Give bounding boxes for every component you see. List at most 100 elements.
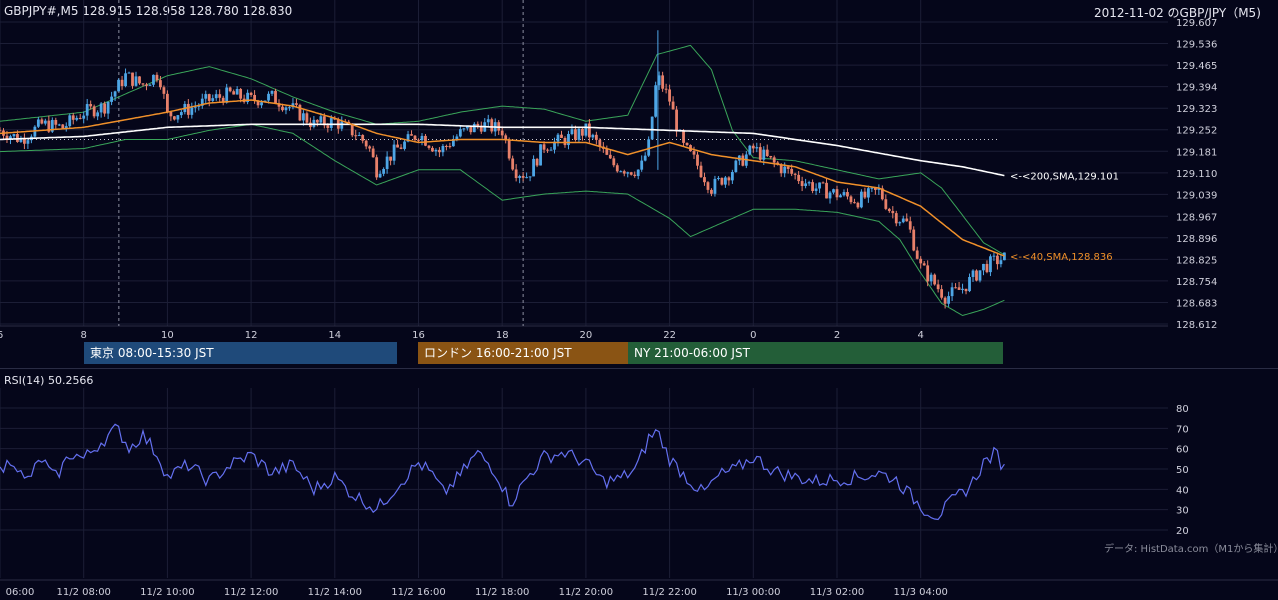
candle-body [619, 171, 623, 173]
candle-body [961, 288, 964, 290]
candle-body [800, 181, 804, 187]
candle-body [894, 213, 898, 224]
candle-body [532, 158, 535, 177]
rsi-x-tick-label: 11/2 16:00 [391, 587, 445, 598]
candle-body [190, 107, 194, 115]
candle-body [814, 188, 818, 191]
session-ny: NY 21:00-06:00 JST [628, 342, 1003, 364]
candle-body [85, 104, 89, 116]
candle-body [99, 103, 103, 113]
candle-body [856, 202, 860, 208]
candle-body [0, 130, 2, 132]
y-tick-label: 129.465 [1176, 61, 1217, 72]
candle-body [887, 208, 891, 212]
candle-body [441, 145, 445, 153]
candle-body [204, 94, 208, 99]
rsi-x-tick-label: 11/2 18:00 [475, 587, 529, 598]
candle-body [110, 96, 113, 102]
candle-body [427, 145, 431, 148]
candle-body [235, 88, 239, 95]
candle-body [228, 87, 232, 92]
candle-body [727, 177, 731, 181]
candle-body [82, 115, 86, 119]
candle-body [145, 84, 148, 86]
chart-title: 2012-11-02 のGBP/JPY（M5) [1094, 6, 1261, 20]
candle-body [556, 134, 560, 142]
candle-body [866, 188, 870, 198]
candle-body [807, 182, 811, 184]
candle-body [793, 173, 797, 175]
rsi-y-tick-label: 80 [1176, 404, 1189, 415]
candle-body [451, 140, 455, 147]
candle-body [89, 104, 93, 107]
rsi-x-tick-label: 11/2 22:00 [642, 587, 696, 598]
candle-body [211, 98, 215, 101]
candle-body [818, 182, 821, 189]
candle-body [368, 146, 372, 149]
candle-body [329, 118, 333, 128]
candle-body [218, 94, 222, 98]
candle-body [19, 138, 23, 142]
candle-body [288, 107, 291, 109]
candle-body [832, 189, 835, 193]
candle-body [155, 74, 159, 81]
candle-body [152, 74, 155, 85]
candle-body [929, 274, 933, 282]
candle-body [514, 169, 518, 179]
rsi-y-tick-label: 30 [1176, 506, 1189, 517]
candle-body [521, 175, 525, 178]
rsi-y-tick-label: 20 [1176, 526, 1189, 537]
candle-body [103, 103, 107, 114]
candle-body [751, 145, 755, 149]
candle-body [518, 175, 522, 179]
candle-body [762, 149, 766, 160]
candle-body [772, 157, 776, 163]
symbol-info: GBPJPY#,M5 128.915 128.958 128.780 128.8… [4, 4, 293, 18]
candle-body [975, 270, 978, 281]
candle-body [23, 138, 26, 144]
candle-body [382, 168, 386, 174]
candle-body [724, 177, 727, 185]
candle-body [699, 165, 703, 178]
candle-body [668, 89, 671, 102]
candle-body [232, 91, 236, 95]
candle-body [999, 260, 1003, 265]
candle-body [420, 135, 424, 141]
candle-body [50, 119, 54, 132]
candle-body [389, 156, 392, 161]
candle-body [281, 106, 284, 111]
candle-body [553, 141, 556, 150]
candle-body [612, 158, 616, 166]
y-tick-label: 128.754 [1176, 277, 1217, 288]
candle-body [207, 94, 211, 101]
candle-body [971, 270, 975, 278]
candle-body [424, 135, 427, 146]
candle-body [504, 135, 508, 140]
candle-body [295, 103, 298, 105]
candle-body [591, 134, 595, 138]
candle-body [842, 192, 846, 196]
candle-body [270, 90, 274, 94]
rsi-x-tick-label: 11/2 14:00 [308, 587, 362, 598]
candle-body [413, 135, 417, 140]
candle-body [406, 134, 410, 142]
candle-body [811, 182, 814, 191]
rsi-chart: 80 70 60 50 40 30 20 06:00 11/2 08:00 11/2 10:00 1… [0, 388, 1278, 598]
candle-body [225, 87, 229, 103]
candle-body [682, 130, 685, 143]
candle-body [996, 255, 999, 265]
candle-body [891, 211, 895, 214]
candle-body [274, 90, 277, 104]
x-tick-label: 22 [663, 330, 676, 341]
rsi-y-tick-label: 40 [1176, 485, 1189, 496]
rsi-x-tick-label: 11/3 04:00 [893, 587, 947, 598]
candle-body [465, 126, 469, 129]
candle-body [804, 183, 808, 187]
rsi-line [0, 423, 1005, 521]
y-tick-label: 129.110 [1176, 169, 1217, 180]
candle-body [455, 136, 459, 141]
candle-body [43, 120, 47, 124]
candle-body [357, 135, 361, 137]
sma40-annotation: <-<40,SMA,128.836 [1010, 252, 1113, 263]
candle-body [315, 119, 319, 123]
